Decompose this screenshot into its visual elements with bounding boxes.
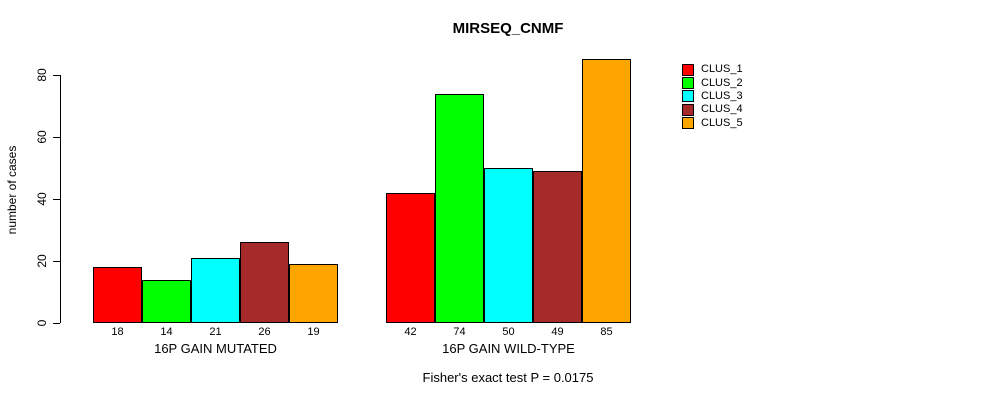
bar-value-label: 85 [600,326,613,338]
y-axis-label: number of cases [5,145,19,235]
y-tick [53,75,60,76]
legend: CLUS_1 CLUS_2 CLUS_3 CLUS_4 CLUS_5 [682,63,743,130]
annotation-text: Fisher's exact test P = 0.0175 [422,370,594,385]
y-tick-label: 60 [35,130,49,144]
group-label: 16P GAIN WILD-TYPE [442,341,575,356]
group-label: 16P GAIN MUTATED [154,341,277,356]
legend-row: CLUS_4 [682,103,743,116]
legend-swatch [682,77,694,90]
bar [582,59,631,323]
bar [142,280,191,323]
y-tick-label: 80 [35,68,49,82]
bar-value-label: 26 [258,326,271,338]
y-tick [53,261,60,262]
legend-row: CLUS_5 [682,117,743,130]
bar-value-label: 21 [209,326,222,338]
legend-swatch [682,90,694,103]
y-tick-label: 0 [35,319,49,327]
bar-value-label: 18 [111,326,124,338]
bar [533,171,582,323]
legend-row: CLUS_2 [682,76,743,90]
bar-value-label: 50 [502,326,515,338]
y-tick-label: 40 [35,192,49,206]
bar-value-label: 74 [453,326,466,338]
bar [240,242,289,323]
chart-title: MIRSEQ_CNMF [452,20,564,37]
y-axis-line [60,75,61,323]
y-tick [53,323,60,324]
y-tick [53,137,60,138]
bar [289,264,338,323]
legend-label: CLUS_4 [701,103,743,116]
bar-value-label: 14 [160,326,173,338]
legend-row: CLUS_3 [682,90,743,103]
bar [93,267,142,323]
bar-value-label: 49 [551,326,564,338]
legend-swatch [682,117,694,130]
legend-swatch [682,63,694,76]
legend-row: CLUS_1 [682,63,743,76]
legend-swatch [682,103,694,116]
bar [435,94,484,323]
y-tick-label: 20 [35,254,49,268]
bar [191,258,240,323]
bar [484,168,533,323]
legend-label: CLUS_2 [701,76,743,89]
y-tick [53,199,60,200]
legend-label: CLUS_5 [701,116,743,129]
bar-value-label: 19 [307,326,320,338]
legend-label: CLUS_3 [701,89,743,102]
bar [386,193,435,323]
bar-value-label: 42 [404,326,417,338]
legend-label: CLUS_1 [701,63,743,76]
